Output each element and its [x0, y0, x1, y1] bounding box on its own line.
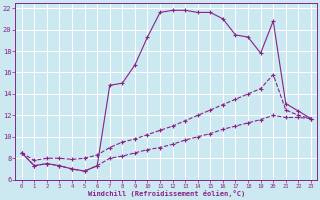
- X-axis label: Windchill (Refroidissement éolien,°C): Windchill (Refroidissement éolien,°C): [88, 190, 245, 197]
